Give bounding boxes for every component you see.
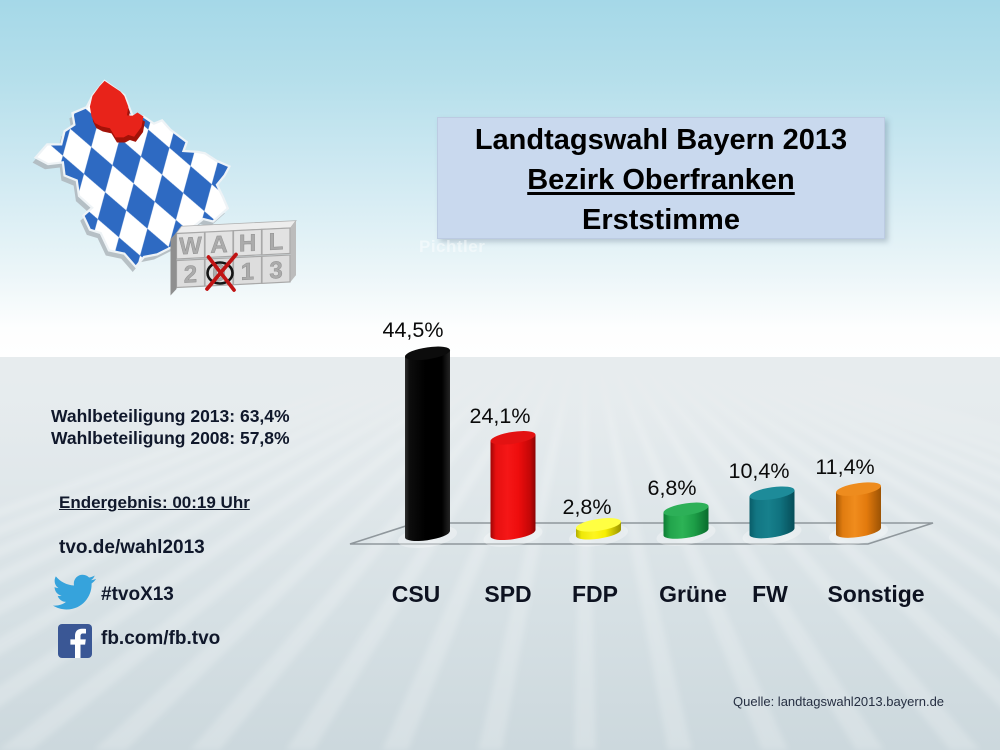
svg-text:H: H — [239, 230, 256, 258]
svg-text:A: A — [210, 231, 227, 259]
svg-text:2: 2 — [184, 261, 197, 289]
svg-text:L: L — [269, 228, 284, 256]
svg-text:3: 3 — [269, 257, 282, 285]
svg-text:W: W — [179, 232, 202, 260]
svg-text:1: 1 — [241, 258, 254, 286]
